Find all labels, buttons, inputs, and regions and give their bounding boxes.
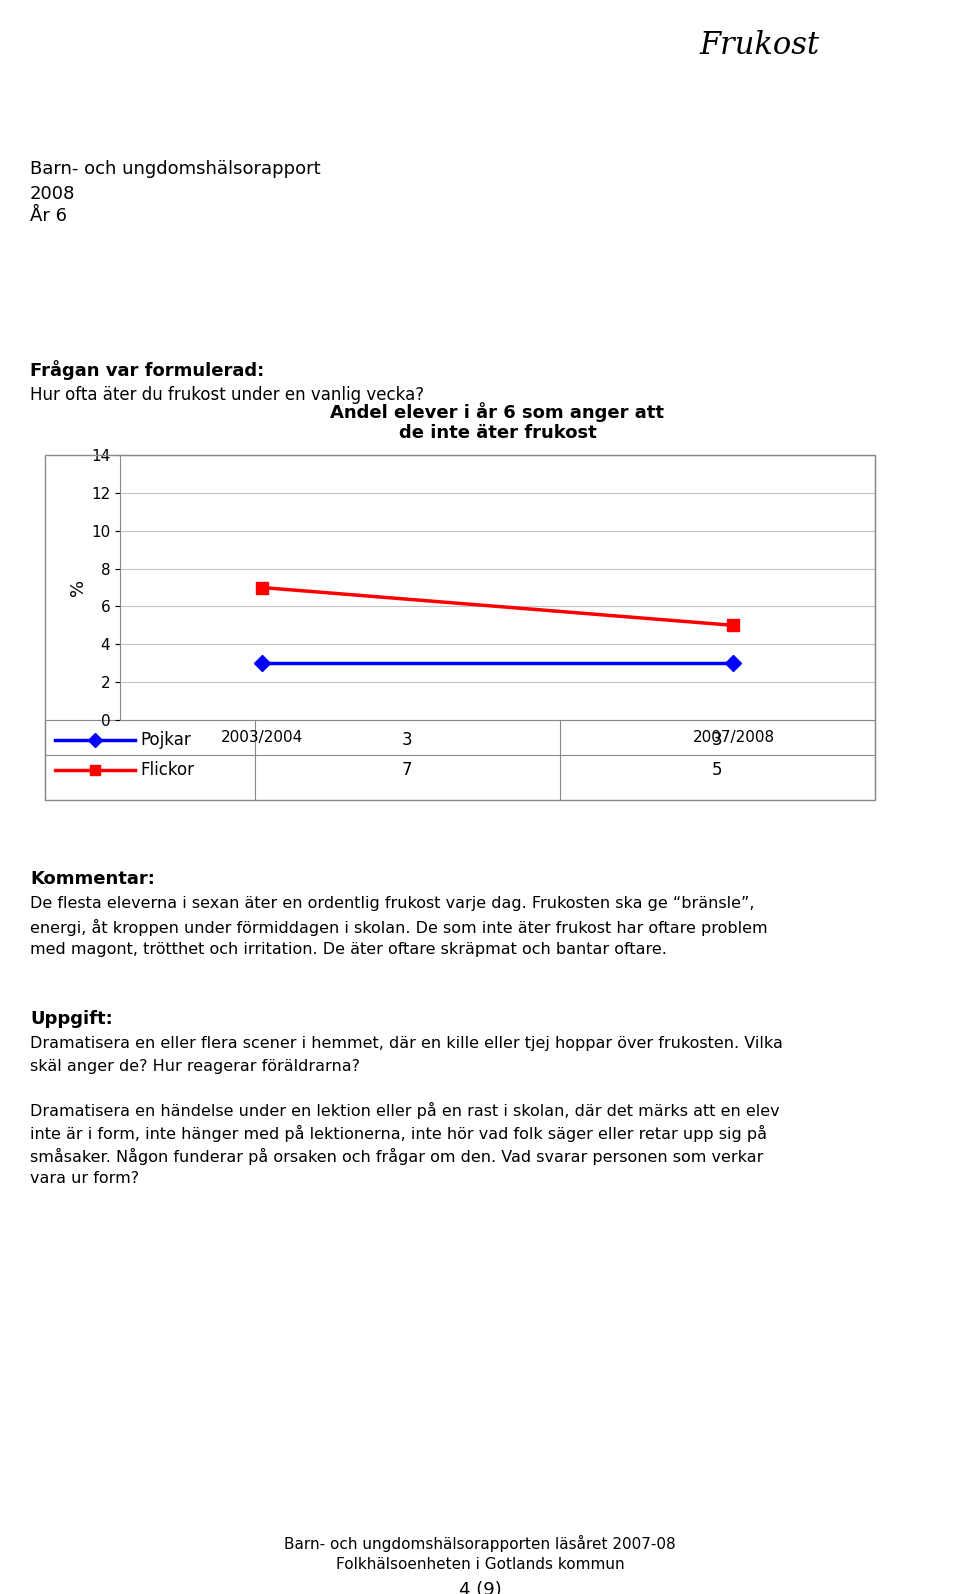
Text: vara ur form?: vara ur form?: [30, 1172, 139, 1186]
Text: Barn- och ungdomshälsorapporten läsåret 2007-08: Barn- och ungdomshälsorapporten läsåret …: [284, 1535, 676, 1553]
Text: De flesta eleverna i sexan äter en ordentlig frukost varje dag. Frukosten ska ge: De flesta eleverna i sexan äter en orden…: [30, 896, 755, 912]
Text: Folkhälsoenheten i Gotlands kommun: Folkhälsoenheten i Gotlands kommun: [336, 1557, 624, 1572]
Text: 3: 3: [401, 732, 412, 749]
Text: År 6: År 6: [30, 207, 67, 225]
Text: Kommentar:: Kommentar:: [30, 870, 155, 888]
Text: med magont, trötthet och irritation. De äter oftare skräpmat och bantar oftare.: med magont, trötthet och irritation. De …: [30, 942, 667, 956]
Text: 5: 5: [711, 760, 722, 779]
Text: Frågan var formulerad:: Frågan var formulerad:: [30, 360, 264, 379]
Text: skäl anger de? Hur reagerar föräldrarna?: skäl anger de? Hur reagerar föräldrarna?: [30, 1058, 360, 1074]
Text: Hur ofta äter du frukost under en vanlig vecka?: Hur ofta äter du frukost under en vanlig…: [30, 386, 424, 403]
Y-axis label: %: %: [69, 579, 86, 596]
Text: Pojkar: Pojkar: [140, 732, 191, 749]
Text: 7: 7: [401, 760, 412, 779]
Text: 2008: 2008: [30, 185, 76, 202]
Text: Uppgift:: Uppgift:: [30, 1011, 112, 1028]
Text: småsaker. Någon funderar på orsaken och frågar om den. Vad svarar personen som v: småsaker. Någon funderar på orsaken och …: [30, 1148, 763, 1165]
Text: 4 (9): 4 (9): [459, 1581, 501, 1594]
Text: inte är i form, inte hänger med på lektionerna, inte hör vad folk säger eller re: inte är i form, inte hänger med på lekti…: [30, 1125, 767, 1141]
Text: energi, åt kroppen under förmiddagen i skolan. De som inte äter frukost har ofta: energi, åt kroppen under förmiddagen i s…: [30, 920, 768, 936]
Text: 3: 3: [711, 732, 722, 749]
Text: Dramatisera en eller flera scener i hemmet, där en kille eller tjej hoppar över : Dramatisera en eller flera scener i hemm…: [30, 1036, 782, 1050]
Text: Dramatisera en händelse under en lektion eller på en rast i skolan, där det märk: Dramatisera en händelse under en lektion…: [30, 1101, 780, 1119]
Title: Andel elever i år 6 som anger att
de inte äter frukost: Andel elever i år 6 som anger att de int…: [330, 402, 664, 442]
Text: Frukost: Frukost: [700, 30, 820, 61]
Text: Flickor: Flickor: [140, 760, 194, 779]
Text: Barn- och ungdomshälsorapport: Barn- och ungdomshälsorapport: [30, 159, 321, 179]
